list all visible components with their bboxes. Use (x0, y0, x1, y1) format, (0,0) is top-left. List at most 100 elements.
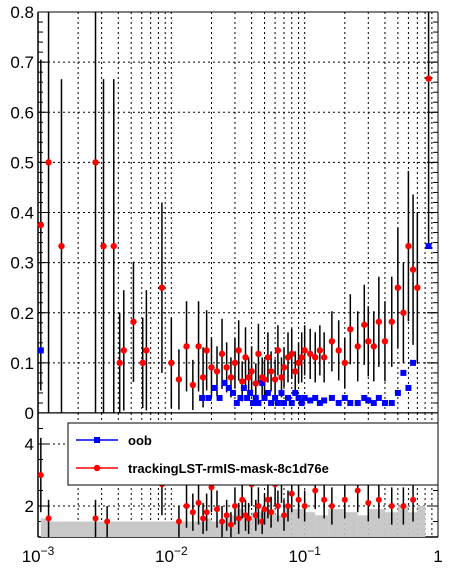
ratio-point (37, 472, 44, 478)
tracking-point (365, 338, 372, 345)
ratio-y-tick-label: 2 (25, 497, 34, 516)
oob-point (365, 397, 372, 404)
legend-label: oob (128, 433, 152, 448)
tracking-point (223, 364, 230, 371)
oob-point (37, 347, 44, 354)
oob-point (375, 394, 382, 401)
tracking-point (316, 347, 324, 354)
oob-point (261, 394, 268, 401)
ratio-point (375, 496, 382, 503)
oob-point (272, 394, 279, 401)
oob-point (259, 379, 266, 386)
ratio-point (328, 503, 335, 509)
tracking-point (361, 321, 368, 328)
tracking-point (242, 354, 249, 361)
ratio-point (219, 518, 226, 525)
ratio-point (223, 512, 230, 519)
ratio-point (301, 503, 308, 509)
oob-point (229, 389, 236, 396)
oob-point (388, 399, 395, 406)
tracking-point (354, 343, 361, 350)
tracking-point (238, 378, 246, 385)
tracking-point (252, 380, 259, 387)
x-tick-label: 10−3 (22, 544, 55, 566)
oob-point (370, 399, 377, 406)
ratio-point (208, 484, 215, 491)
tracking-point (264, 354, 272, 361)
main-panel: 0 0.1 0.2 0.3 0.4 0.5 0.6 0.7 0.8 (10, 3, 439, 423)
oob-point (410, 359, 417, 366)
y-tick-label: 0.8 (10, 3, 34, 22)
ratio-point (261, 506, 268, 513)
oob-point (199, 394, 206, 401)
tracking-point (199, 374, 207, 381)
ratio-band (315, 515, 329, 537)
tracking-point (341, 359, 349, 367)
ratio-point (203, 509, 210, 516)
oob-point (301, 394, 308, 401)
ratio-band (417, 506, 426, 537)
ratio-point (239, 496, 246, 503)
x-tick-label: 10−2 (155, 544, 188, 566)
oob-point (274, 399, 281, 406)
tracking-point (248, 368, 255, 375)
oob-point (250, 399, 257, 406)
tracking-point (37, 221, 45, 229)
tracking-point (271, 376, 279, 383)
tracking-point (58, 242, 65, 250)
ratio-point (388, 503, 395, 509)
x-tick-base: 10 (22, 547, 41, 566)
ratio-band (243, 518, 252, 537)
tracking-point (92, 159, 99, 166)
ratio-band (304, 512, 316, 537)
oob-point (381, 399, 388, 406)
ratio-point (400, 503, 407, 509)
tracking-point (292, 368, 299, 375)
tracking-point (110, 242, 117, 250)
oob-point (394, 389, 401, 396)
ratio-band (48, 521, 203, 537)
ratio-point (245, 515, 252, 522)
oob-point (335, 399, 342, 406)
oob-point (244, 394, 251, 401)
tracking-point (414, 284, 421, 291)
tracking-point (288, 350, 295, 358)
x-tick-base: 1 (433, 547, 442, 566)
oob-point (295, 394, 302, 401)
ratio-y-tick-label: 4 (25, 435, 34, 454)
legend-square-marker (94, 437, 100, 443)
oob-point (307, 397, 314, 404)
tracking-point (381, 338, 389, 345)
ratio-point (252, 512, 259, 519)
tracking-point (245, 374, 252, 381)
oob-point (247, 389, 254, 396)
x-tick-label: 1 (433, 547, 442, 566)
x-tick-base: 10 (155, 547, 174, 566)
oob-point (312, 394, 319, 401)
oob-point (255, 399, 262, 406)
tracking-point (306, 350, 314, 358)
x-tick-exponent: −2 (174, 544, 188, 558)
tracking-point (203, 347, 210, 354)
tracking-point (189, 381, 197, 389)
oob-point (252, 394, 259, 401)
tracking-point (405, 242, 412, 250)
x-tick-base: 10 (288, 547, 307, 566)
oob-point (328, 394, 335, 401)
tracking-point (235, 347, 242, 354)
y-tick-label: 0.4 (10, 204, 34, 223)
tracking-point (45, 159, 52, 166)
tracking-point (301, 347, 308, 354)
ratio-point (189, 509, 196, 516)
ratio-band (344, 512, 358, 537)
ratio-band (368, 509, 385, 537)
legend-circle-marker (93, 464, 101, 472)
tracking-point (255, 350, 262, 358)
tracking-point (347, 326, 354, 333)
tracking-point (218, 350, 226, 358)
oob-point (211, 384, 218, 391)
tracking-point (116, 359, 123, 367)
ratio-point (321, 496, 328, 503)
tracking-point (394, 284, 402, 291)
